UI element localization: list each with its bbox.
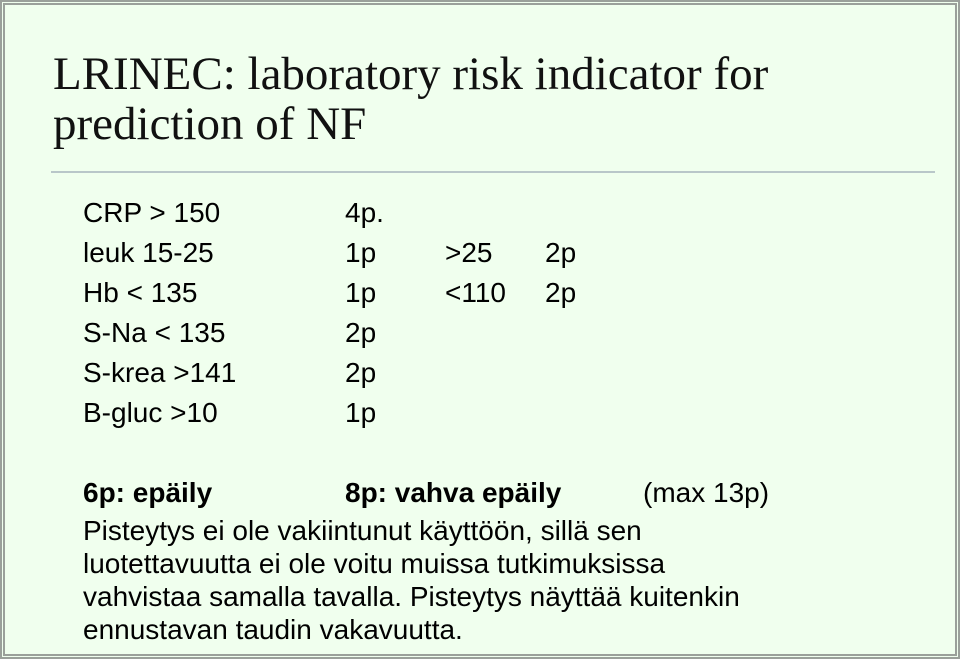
table-cell: <110 bbox=[445, 277, 506, 308]
table-cell: 2p bbox=[345, 357, 377, 388]
table-cell: S-Na < 135 bbox=[83, 317, 226, 348]
table-cell: CRP > 150 bbox=[83, 197, 221, 228]
table-cell: 1p bbox=[345, 277, 377, 308]
note-line: ennustavan taudin vakavuutta. bbox=[83, 614, 463, 645]
note-line: luotettavuutta ei ole voitu muissa tutki… bbox=[83, 548, 666, 579]
table-cell: leuk 15-25 bbox=[83, 237, 214, 268]
table-cell: Hb < 135 bbox=[83, 277, 198, 308]
table-cell: 2p bbox=[545, 277, 577, 308]
table-cell: S-krea >141 bbox=[83, 357, 237, 388]
title-line: prediction of NF bbox=[53, 98, 367, 150]
title-rule bbox=[51, 171, 935, 173]
table-cell: B-gluc >10 bbox=[83, 397, 218, 428]
summary-item: 8p: vahva epäily bbox=[345, 477, 562, 508]
title-line: LRINEC: laboratory risk indicator for bbox=[53, 48, 769, 100]
summary-item: 6p: epäily bbox=[83, 477, 213, 508]
summary-item: (max 13p) bbox=[643, 477, 770, 508]
note-line: Pisteytys ei ole vakiintunut käyttöön, s… bbox=[83, 515, 642, 546]
note-line: vahvistaa samalla tavalla. Pisteytys näy… bbox=[83, 581, 740, 612]
table-cell: 4p. bbox=[345, 197, 384, 228]
table-cell: 1p bbox=[345, 237, 377, 268]
table-cell: >25 bbox=[445, 237, 493, 268]
table-cell: 1p bbox=[345, 397, 377, 428]
table-cell: 2p bbox=[545, 237, 577, 268]
table-cell: 2p bbox=[345, 317, 377, 348]
